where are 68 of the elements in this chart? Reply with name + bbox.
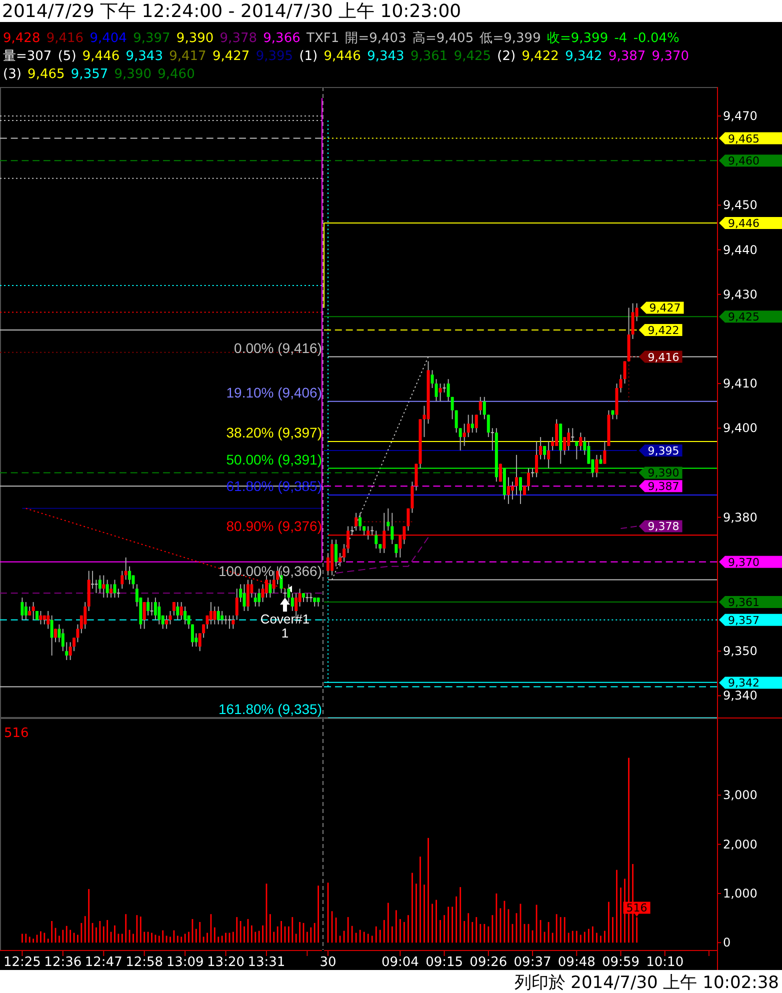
- y-tick-label: 2,000: [723, 837, 758, 852]
- y-tick-label: 9,440: [723, 242, 758, 257]
- data-label: 9,370: [728, 556, 760, 569]
- data-label: 100.00% (9,366): [218, 562, 322, 579]
- x-tick-label: 09:37: [514, 955, 552, 970]
- x-tick-label: 12:47: [84, 955, 122, 970]
- data-label: 9,422: [648, 324, 680, 338]
- data-label: 9,446: [728, 217, 760, 230]
- data-label: 80.90% (9,376): [226, 518, 322, 534]
- price-tag: 9,342: [719, 676, 782, 690]
- x-tick-label: 09:26: [470, 955, 508, 970]
- y-tick-label: 9,470: [723, 108, 758, 123]
- data-label: 161.80% (9,335): [218, 701, 322, 717]
- text: 量=307 (5) 9,446 9,343 9,417 9,427 9,395 (1) 9,446 9,343 9,361 9,425 (2) 9,422 9,342 9,387 9,370: [3, 49, 690, 64]
- annotation: 516: [4, 726, 29, 741]
- y-tick-label: 9,350: [723, 644, 758, 658]
- data-label: 19.10% (9,406): [226, 384, 322, 400]
- y-tick-label: 9,430: [723, 287, 758, 302]
- x-tick-label: 13:31: [248, 955, 286, 970]
- data-label: 38.20% (9,397): [226, 424, 322, 441]
- y-tick-label: 9,410: [723, 376, 758, 391]
- y-tick-label: 9,450: [723, 198, 758, 212]
- y-tick-label: 1,000: [723, 886, 758, 900]
- text: 列印於 2014/7/30 上午 10:02:38: [514, 973, 779, 993]
- data-label: 9,378: [648, 520, 680, 534]
- y-tick-label: 9,400: [723, 421, 758, 436]
- data-label: 9,342: [728, 676, 760, 690]
- data-label: 9,460: [728, 154, 760, 168]
- price-tag: 9,361: [719, 596, 782, 610]
- price-tag: 9,427: [640, 302, 684, 315]
- data-label: 9,390: [648, 466, 680, 480]
- price-tag: 9,378: [638, 520, 682, 534]
- data-label: 50.00% (9,391): [226, 451, 322, 468]
- x-tick-label: 09:59: [602, 955, 640, 970]
- data-label: 9,361: [728, 596, 760, 610]
- data-label: 516: [626, 901, 648, 914]
- y-tick-label: 3,000: [723, 788, 758, 802]
- x-tick-label: 13:09: [166, 955, 204, 970]
- data-label: 9,395: [648, 444, 680, 458]
- data-label: 9,357: [728, 614, 760, 627]
- data-label: 9,416: [648, 350, 680, 364]
- x-tick-label: 12:25: [3, 955, 41, 970]
- y-tick-label: 9,380: [723, 510, 758, 524]
- data-label: 9,387: [648, 480, 680, 494]
- x-tick-label: 12:36: [44, 955, 82, 970]
- chart-title: 2014/7/29 下午 12:24:00 - 2014/7/30 上午 10:23:00: [2, 1, 462, 22]
- x-tick-label: 09:04: [381, 955, 419, 970]
- y-tick-label: 0: [723, 936, 731, 950]
- data-label: 0.00% (9,416): [234, 340, 322, 356]
- x-tick-label: 12:58: [126, 955, 164, 970]
- text: 9,428 9,416 9,404 9,397 9,390 9,378 9,366 TXF1 開=9,403 高=9,405 低=9,399 收=9,399 -4 -0.04%: [3, 31, 680, 46]
- price-tag: 9,425: [719, 310, 782, 324]
- x-tick-label: 30: [320, 955, 336, 970]
- price-tag: 9,422: [638, 324, 682, 338]
- x-tick-label: 09:48: [558, 955, 596, 970]
- value-tag: 516: [623, 901, 650, 917]
- data-label: 9,465: [728, 132, 760, 146]
- data-label: 9,425: [728, 310, 760, 324]
- x-tick-label: 09:15: [426, 955, 464, 970]
- y-tick-label: 9,340: [723, 688, 758, 703]
- price-tag: 9,446: [719, 217, 782, 230]
- x-tick-label: 10:10: [646, 955, 684, 970]
- price-tag: 9,460: [719, 154, 782, 168]
- text: (3) 9,465 9,357 9,390 9,460: [3, 67, 195, 82]
- x-tick-label: 13:20: [207, 955, 245, 970]
- price-tag: 9,387: [638, 480, 682, 494]
- annotation: 1: [281, 626, 289, 641]
- price-tag: 9,390: [638, 466, 682, 480]
